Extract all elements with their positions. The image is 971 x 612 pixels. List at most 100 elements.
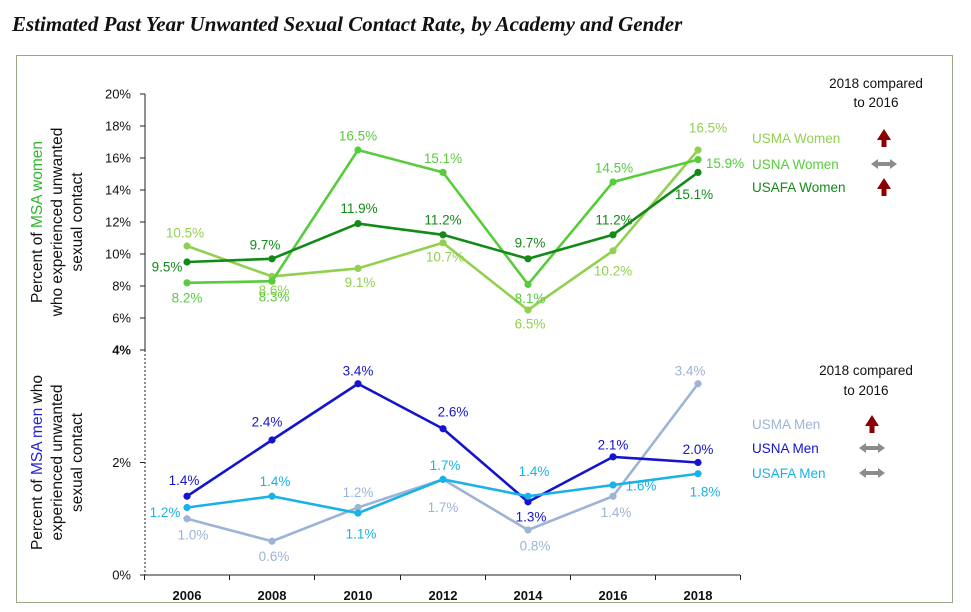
x-tick-label: 2014	[514, 588, 544, 603]
men-data-point	[354, 509, 362, 517]
men-data-label: 2.1%	[598, 437, 629, 452]
men-data-label: 1.7%	[428, 500, 459, 515]
women-data-label: 9.1%	[345, 275, 376, 290]
men-data-point	[524, 526, 532, 534]
women-y-tick-label: 10%	[105, 247, 131, 262]
x-tick-label: 2008	[258, 588, 287, 603]
men-data-label: 1.0%	[178, 527, 209, 542]
women-data-label: 10.2%	[594, 263, 632, 278]
women-y-axis-label: sexual contact	[69, 172, 86, 272]
men-data-point	[694, 458, 702, 467]
women-data-point	[609, 231, 617, 239]
double-arrow-icon	[871, 159, 897, 169]
men-data-label: 1.4%	[601, 505, 632, 520]
up-arrow-icon	[865, 415, 879, 433]
women-data-label: 15.1%	[424, 151, 462, 166]
double-arrow-icon	[859, 443, 885, 453]
women-data-label: 8.3%	[259, 290, 290, 305]
women-data-point	[354, 220, 362, 228]
men-legend-usna-men: USNA Men	[752, 441, 819, 456]
men-data-point	[354, 503, 362, 512]
women-data-point	[183, 242, 191, 250]
women-y-tick-label: 6%	[112, 311, 131, 326]
men-y-tick-label: 2%	[112, 455, 131, 470]
women-data-point	[354, 264, 362, 272]
women-data-label: 8.1%	[515, 291, 546, 306]
men-legend-usafa-men: USAFA Men	[752, 466, 826, 481]
men-data-point	[524, 492, 532, 500]
men-data-point	[268, 537, 276, 545]
women-data-label: 10.5%	[166, 226, 204, 241]
women-legend-usma-women: USMA Women	[752, 131, 840, 146]
women-comparison-header: 2018 compared	[829, 76, 923, 91]
men-data-label: 1.1%	[346, 527, 377, 542]
men-data-point	[183, 492, 191, 500]
women-data-point	[439, 239, 447, 247]
women-data-label: 6.5%	[515, 317, 546, 332]
men-y-axis-label: sexual contact	[69, 412, 86, 512]
women-y-tick-label: 16%	[105, 151, 131, 166]
men-data-point	[268, 492, 276, 500]
women-data-point	[524, 255, 532, 263]
women-data-point	[609, 178, 617, 186]
women-data-label: 11.9%	[340, 201, 377, 216]
men-legend-usma-men: USMA Men	[752, 417, 820, 432]
up-arrow-icon	[877, 178, 891, 196]
women-data-point	[694, 156, 702, 164]
men-data-point	[439, 475, 447, 483]
women-data-label: 10.7%	[426, 249, 464, 264]
women-data-point	[439, 231, 447, 239]
women-data-label: 11.2%	[595, 212, 632, 227]
men-data-label: 2.6%	[438, 404, 469, 419]
women-data-point	[354, 146, 362, 154]
double-arrow-icon	[859, 468, 885, 478]
men-y-axis-label: Percent of MSA men who	[29, 375, 46, 550]
women-data-label: 14.5%	[595, 161, 633, 176]
women-data-label: 16.5%	[339, 129, 377, 144]
x-tick-label: 2012	[429, 588, 458, 603]
men-data-label: 1.8%	[690, 484, 721, 499]
women-data-label: 9.5%	[152, 260, 183, 275]
women-data-point	[609, 247, 617, 255]
x-tick-label: 2018	[684, 588, 713, 603]
men-data-label: 3.4%	[675, 363, 706, 378]
women-y-axis-label: who experienced unwanted	[49, 128, 66, 318]
chart-frame	[16, 55, 953, 603]
women-legend-usafa-women: USAFA Women	[752, 180, 846, 195]
women-comparison-header: to 2016	[853, 95, 898, 110]
men-data-point	[354, 380, 362, 388]
women-data-label: 15.1%	[675, 187, 713, 202]
women-data-label: 9.7%	[515, 235, 546, 250]
women-data-point	[694, 146, 702, 154]
men-data-label: 3.4%	[343, 363, 374, 378]
women-y-tick-label: 20%	[105, 87, 131, 102]
men-data-point	[439, 425, 447, 433]
men-data-label: 0.8%	[520, 539, 551, 554]
men-data-label: 1.2%	[343, 485, 374, 500]
women-data-label: 15.9%	[706, 156, 744, 171]
men-data-label: 1.4%	[260, 474, 291, 489]
men-data-label: 0.6%	[259, 549, 290, 564]
women-y-tick-label: 8%	[112, 279, 131, 294]
men-data-point	[609, 453, 617, 461]
women-data-label: 8.2%	[172, 290, 203, 305]
women-y-tick-label: 4%	[112, 343, 131, 358]
women-data-point	[268, 277, 276, 285]
x-tick-label: 2010	[344, 588, 373, 603]
men-data-point	[609, 492, 617, 500]
men-data-point	[694, 380, 702, 388]
men-comparison-header: 2018 compared	[819, 363, 913, 378]
women-data-point	[183, 258, 191, 266]
men-data-label: 2.4%	[252, 415, 283, 430]
women-data-point	[183, 279, 191, 287]
women-data-label: 9.7%	[250, 237, 281, 252]
x-tick-label: 2016	[599, 588, 628, 603]
men-data-point	[524, 498, 532, 506]
women-data-point	[439, 168, 447, 176]
women-data-label: 8.6%	[259, 283, 290, 298]
men-data-point	[268, 436, 276, 444]
men-data-label: 1.3%	[516, 509, 547, 524]
up-arrow-icon	[877, 129, 891, 147]
women-data-label: 11.2%	[424, 212, 461, 227]
